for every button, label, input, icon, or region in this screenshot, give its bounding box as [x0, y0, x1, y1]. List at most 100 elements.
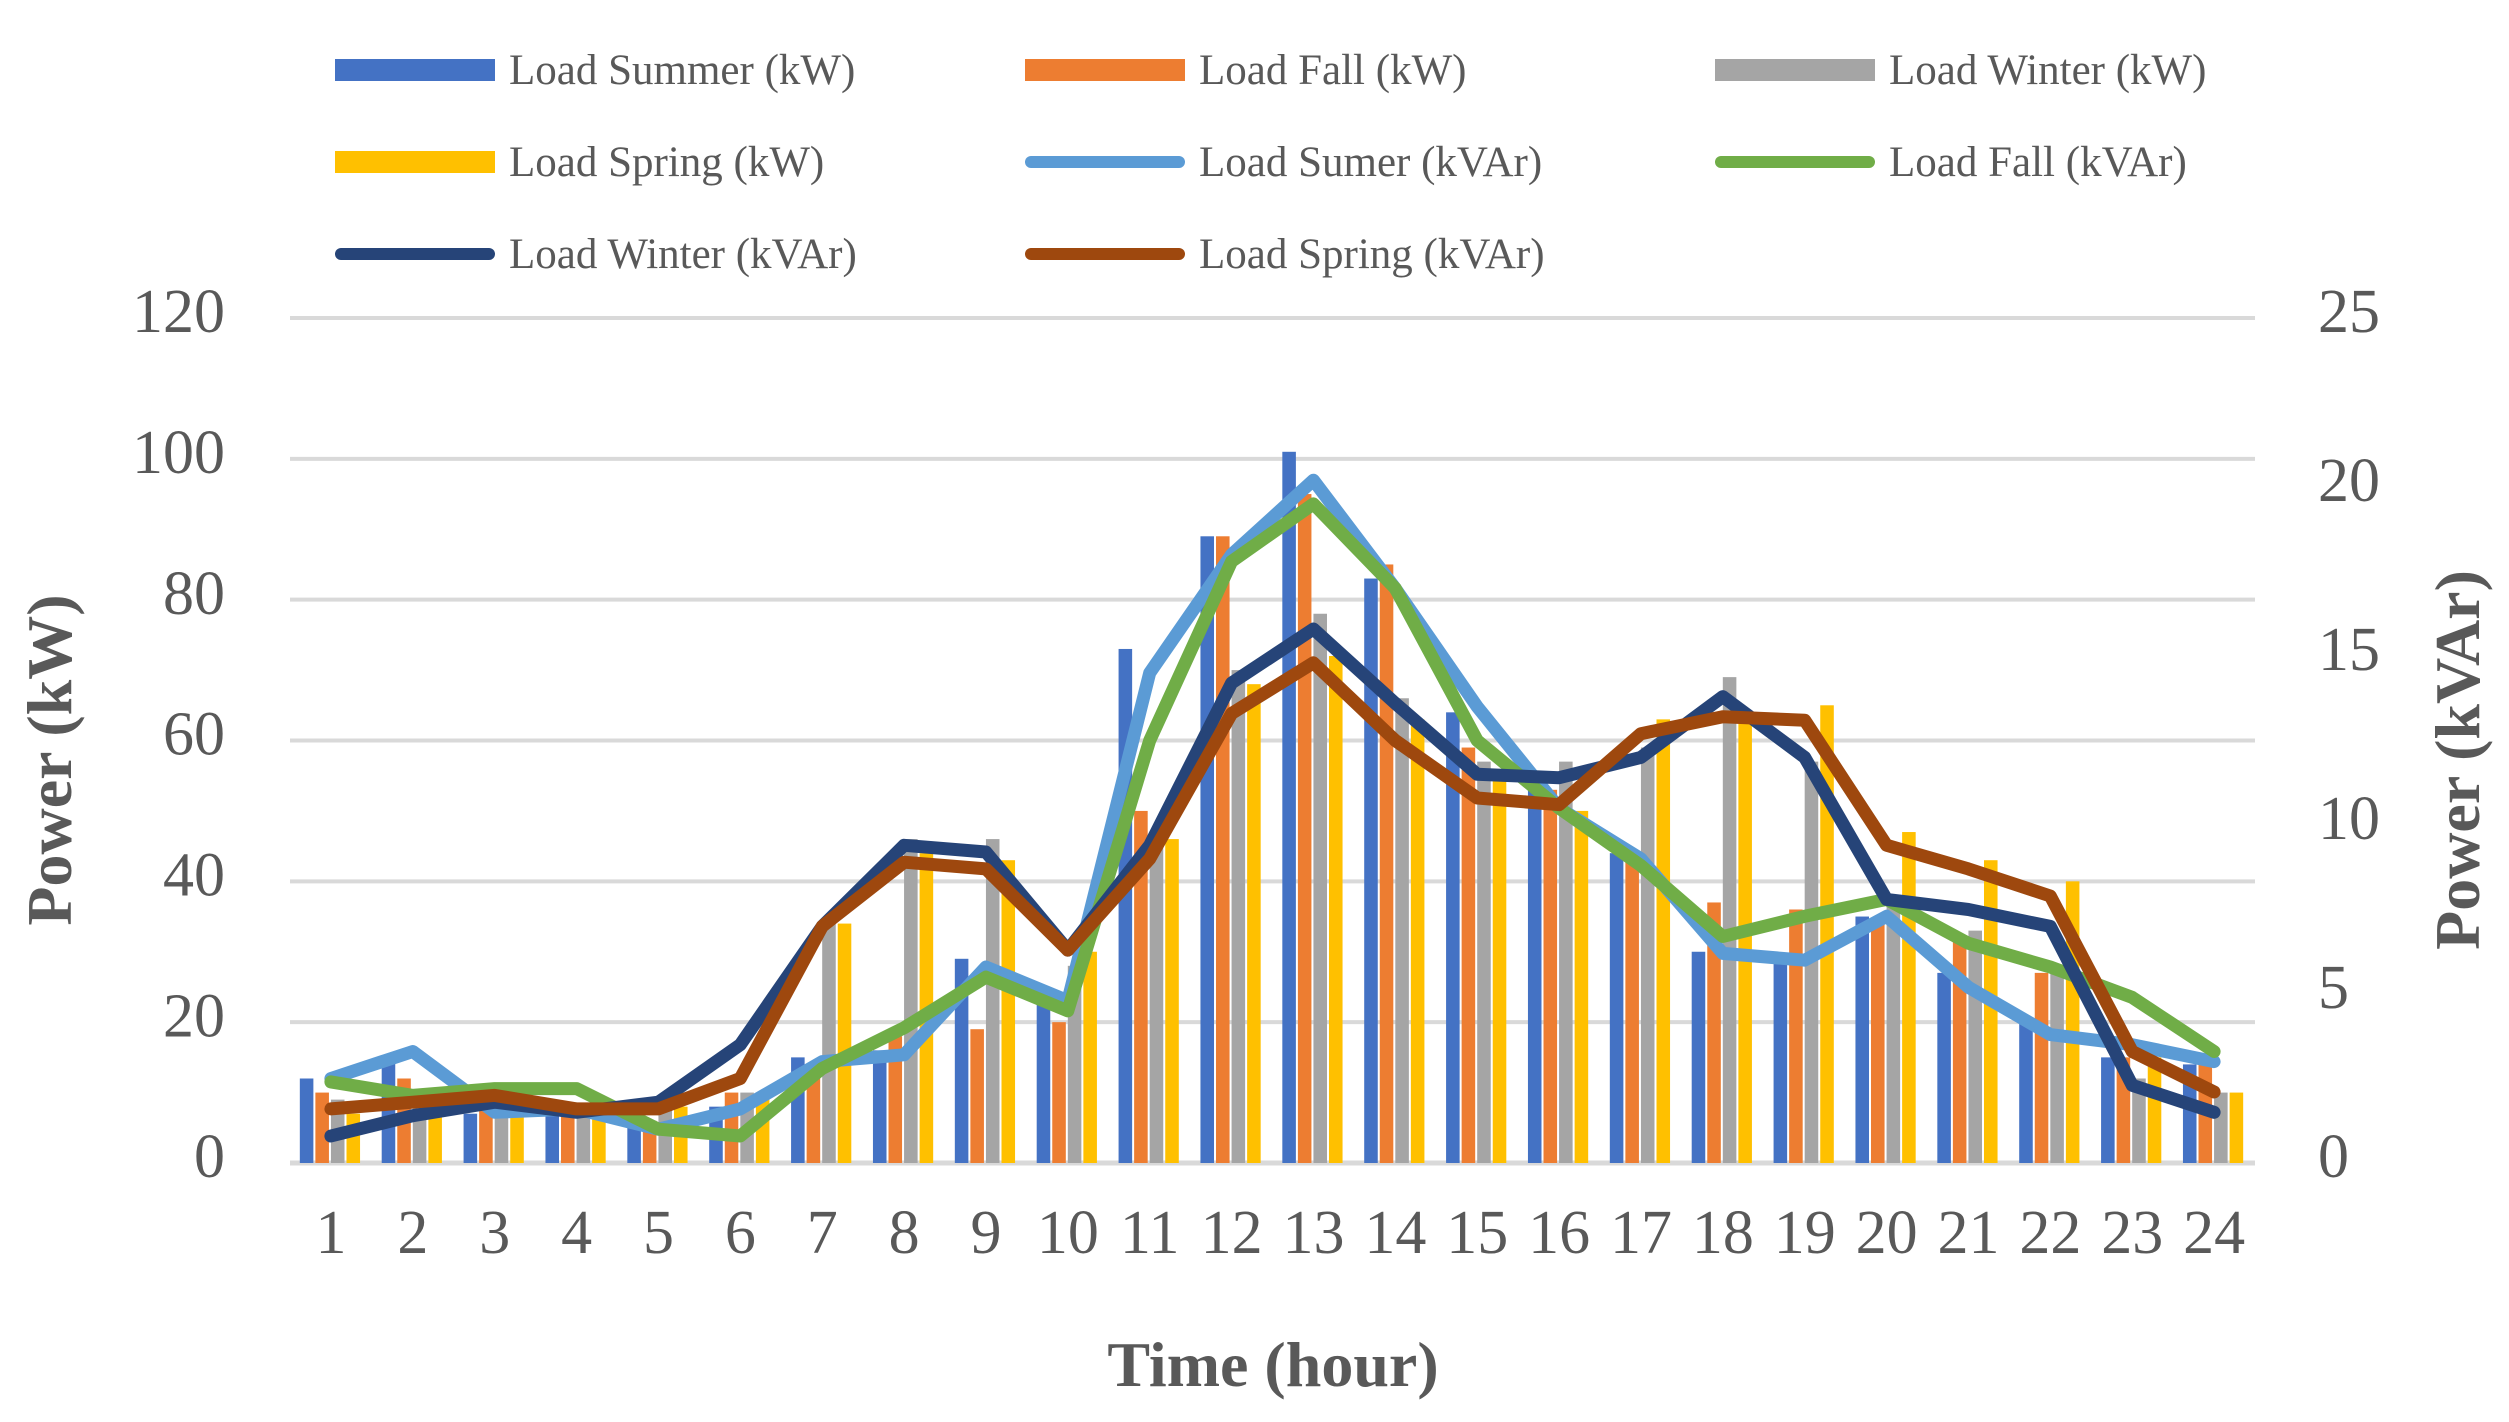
x-tick-label: 9: [970, 1199, 1001, 1267]
bar-load-fall-kw: [888, 1036, 903, 1163]
line-load-spring-kvar: [324, 656, 2221, 1116]
legend: Load Summer (kW) Load Fall (kW) Load Win…: [0, 0, 2509, 280]
bar-load-winter-kw: [822, 923, 836, 1163]
legend-item-load-summer-kw: Load Summer (kW): [335, 40, 855, 100]
bar-load-summer-kw: [1200, 536, 1215, 1163]
bar-load-summer-kw: [1609, 853, 1624, 1163]
legend-swatch: [1715, 156, 1875, 168]
bar-load-spring-kw: [1574, 810, 1589, 1163]
bar-load-spring-kw: [837, 923, 852, 1163]
x-tick-label: 8: [889, 1199, 920, 1267]
bar-load-winter-kw: [576, 1106, 591, 1163]
legend-label: Load Fall (kVAr): [1889, 138, 2187, 186]
y-tick-label: 120: [132, 278, 225, 346]
y2-tick-label: 15: [2318, 616, 2380, 684]
x-tick-label: 12: [1201, 1199, 1263, 1267]
x-tick-label: 4: [561, 1199, 592, 1267]
bar-load-winter-kw: [1968, 930, 1982, 1163]
bar-load-spring-kw: [1165, 839, 1179, 1163]
bar-load-spring-kw: [1083, 951, 1097, 1163]
bar-load-fall-kw: [1134, 810, 1148, 1163]
legend-item-load-sumer-kvar: Load Sumer (kVAr): [1025, 132, 1542, 192]
bar-load-summer-kw: [463, 1113, 478, 1163]
bar-load-spring-kw: [1492, 775, 1507, 1163]
y-tick-label: 40: [163, 842, 225, 910]
legend-swatch: [335, 59, 495, 81]
bar-load-spring-kw: [1247, 684, 1261, 1163]
bar-load-winter-kw: [1313, 613, 1327, 1163]
bar-load-fall-kw: [315, 1092, 329, 1163]
bar-load-summer-kw: [1773, 958, 1788, 1163]
bar-load-summer-kw: [299, 1078, 314, 1163]
bar-load-fall-kw: [1379, 564, 1394, 1163]
bar-load-summer-kw: [2182, 1064, 2197, 1163]
bar-load-summer-kw: [1446, 712, 1460, 1163]
bar-load-fall-kw: [1543, 789, 1558, 1163]
x-axis-title: Time (hour): [1107, 1329, 1439, 1400]
bar-load-winter-kw: [2050, 965, 2064, 1163]
bar-load-summer-kw: [1282, 451, 1296, 1164]
y2-tick-label: 25: [2318, 278, 2380, 346]
x-tick-label: 7: [807, 1199, 838, 1267]
legend-item-load-fall-kw: Load Fall (kW): [1025, 40, 1466, 100]
x-tick-label: 5: [643, 1199, 674, 1267]
y2-tick-label: 10: [2318, 785, 2380, 853]
line-load-sumer-kvar: [324, 473, 2221, 1136]
bar-load-fall-kw: [479, 1106, 493, 1163]
x-tick-label: 16: [1528, 1199, 1590, 1267]
y-tick-label: 60: [163, 701, 225, 769]
legend-label: Load Winter (kW): [1889, 46, 2207, 94]
bar-load-summer-kw: [1036, 994, 1051, 1163]
bar-load-summer-kw: [2101, 1057, 2115, 1163]
x-tick-label: 6: [725, 1199, 756, 1267]
bar-load-spring-kw: [1820, 705, 1834, 1163]
bar-load-fall-kw: [2034, 972, 2049, 1163]
y2-axis-title: Power (kVAr): [2422, 570, 2493, 950]
bar-load-fall-kw: [970, 1029, 984, 1163]
x-tick-label: 24: [2183, 1199, 2245, 1267]
bar-load-summer-kw: [1364, 578, 1378, 1163]
bar-load-fall-kw: [1707, 902, 1721, 1163]
y2-tick-label: 0: [2318, 1123, 2349, 1191]
bar-load-summer-kw: [2019, 1022, 2033, 1163]
y2-tick-label: 5: [2318, 954, 2349, 1022]
x-tick-label: 15: [1446, 1199, 1508, 1267]
x-tick-label: 14: [1364, 1199, 1426, 1267]
bar-load-winter-kw: [1477, 761, 1491, 1163]
legend-swatch: [1025, 156, 1185, 168]
bar-load-winter-kw: [1559, 761, 1573, 1163]
legend-item-load-spring-kw: Load Spring (kW): [335, 132, 824, 192]
bar-load-winter-kw: [2132, 1078, 2146, 1163]
bar-load-fall-kw: [1461, 747, 1476, 1163]
x-tick-label: 19: [1774, 1199, 1836, 1267]
legend-swatch: [1025, 59, 1185, 81]
x-tick-label: 1: [315, 1199, 346, 1267]
bar-load-spring-kw: [1410, 719, 1425, 1163]
legend-item-load-spring-kvar: Load Spring (kVAr): [1025, 224, 1545, 284]
bar-load-winter-kw: [2214, 1092, 2228, 1163]
bar-load-spring-kw: [2229, 1092, 2244, 1163]
legend-swatch: [335, 248, 495, 260]
legend-swatch: [1715, 59, 1875, 81]
bar-load-fall-kw: [1952, 937, 1967, 1163]
legend-swatch: [1025, 248, 1185, 260]
legend-item-load-winter-kw: Load Winter (kW): [1715, 40, 2206, 100]
bar-load-summer-kw: [1855, 916, 1870, 1163]
legend-label: Load Fall (kW): [1199, 46, 1467, 94]
bar-load-fall-kw: [1625, 860, 1639, 1163]
bar-load-winter-kw: [1149, 846, 1164, 1163]
bar-load-fall-kw: [1052, 1022, 1066, 1163]
bar-load-summer-kw: [545, 1106, 560, 1163]
bar-load-spring-kw: [428, 1106, 442, 1163]
y-tick-label: 100: [132, 419, 225, 487]
bar-load-summer-kw: [954, 958, 969, 1163]
x-tick-label: 2: [397, 1199, 428, 1267]
y-axis-title: Power (kW): [14, 594, 85, 926]
bar-load-winter-kw: [1886, 902, 1901, 1163]
legend-label: Load Spring (kVAr): [1199, 230, 1545, 278]
bar-load-summer-kw: [1691, 951, 1706, 1163]
bar-load-summer-kw: [627, 1120, 641, 1163]
bar-load-winter-kw: [985, 839, 1000, 1163]
bar-load-spring-kw: [346, 1113, 361, 1163]
bar-load-summer-kw: [1937, 972, 1951, 1163]
